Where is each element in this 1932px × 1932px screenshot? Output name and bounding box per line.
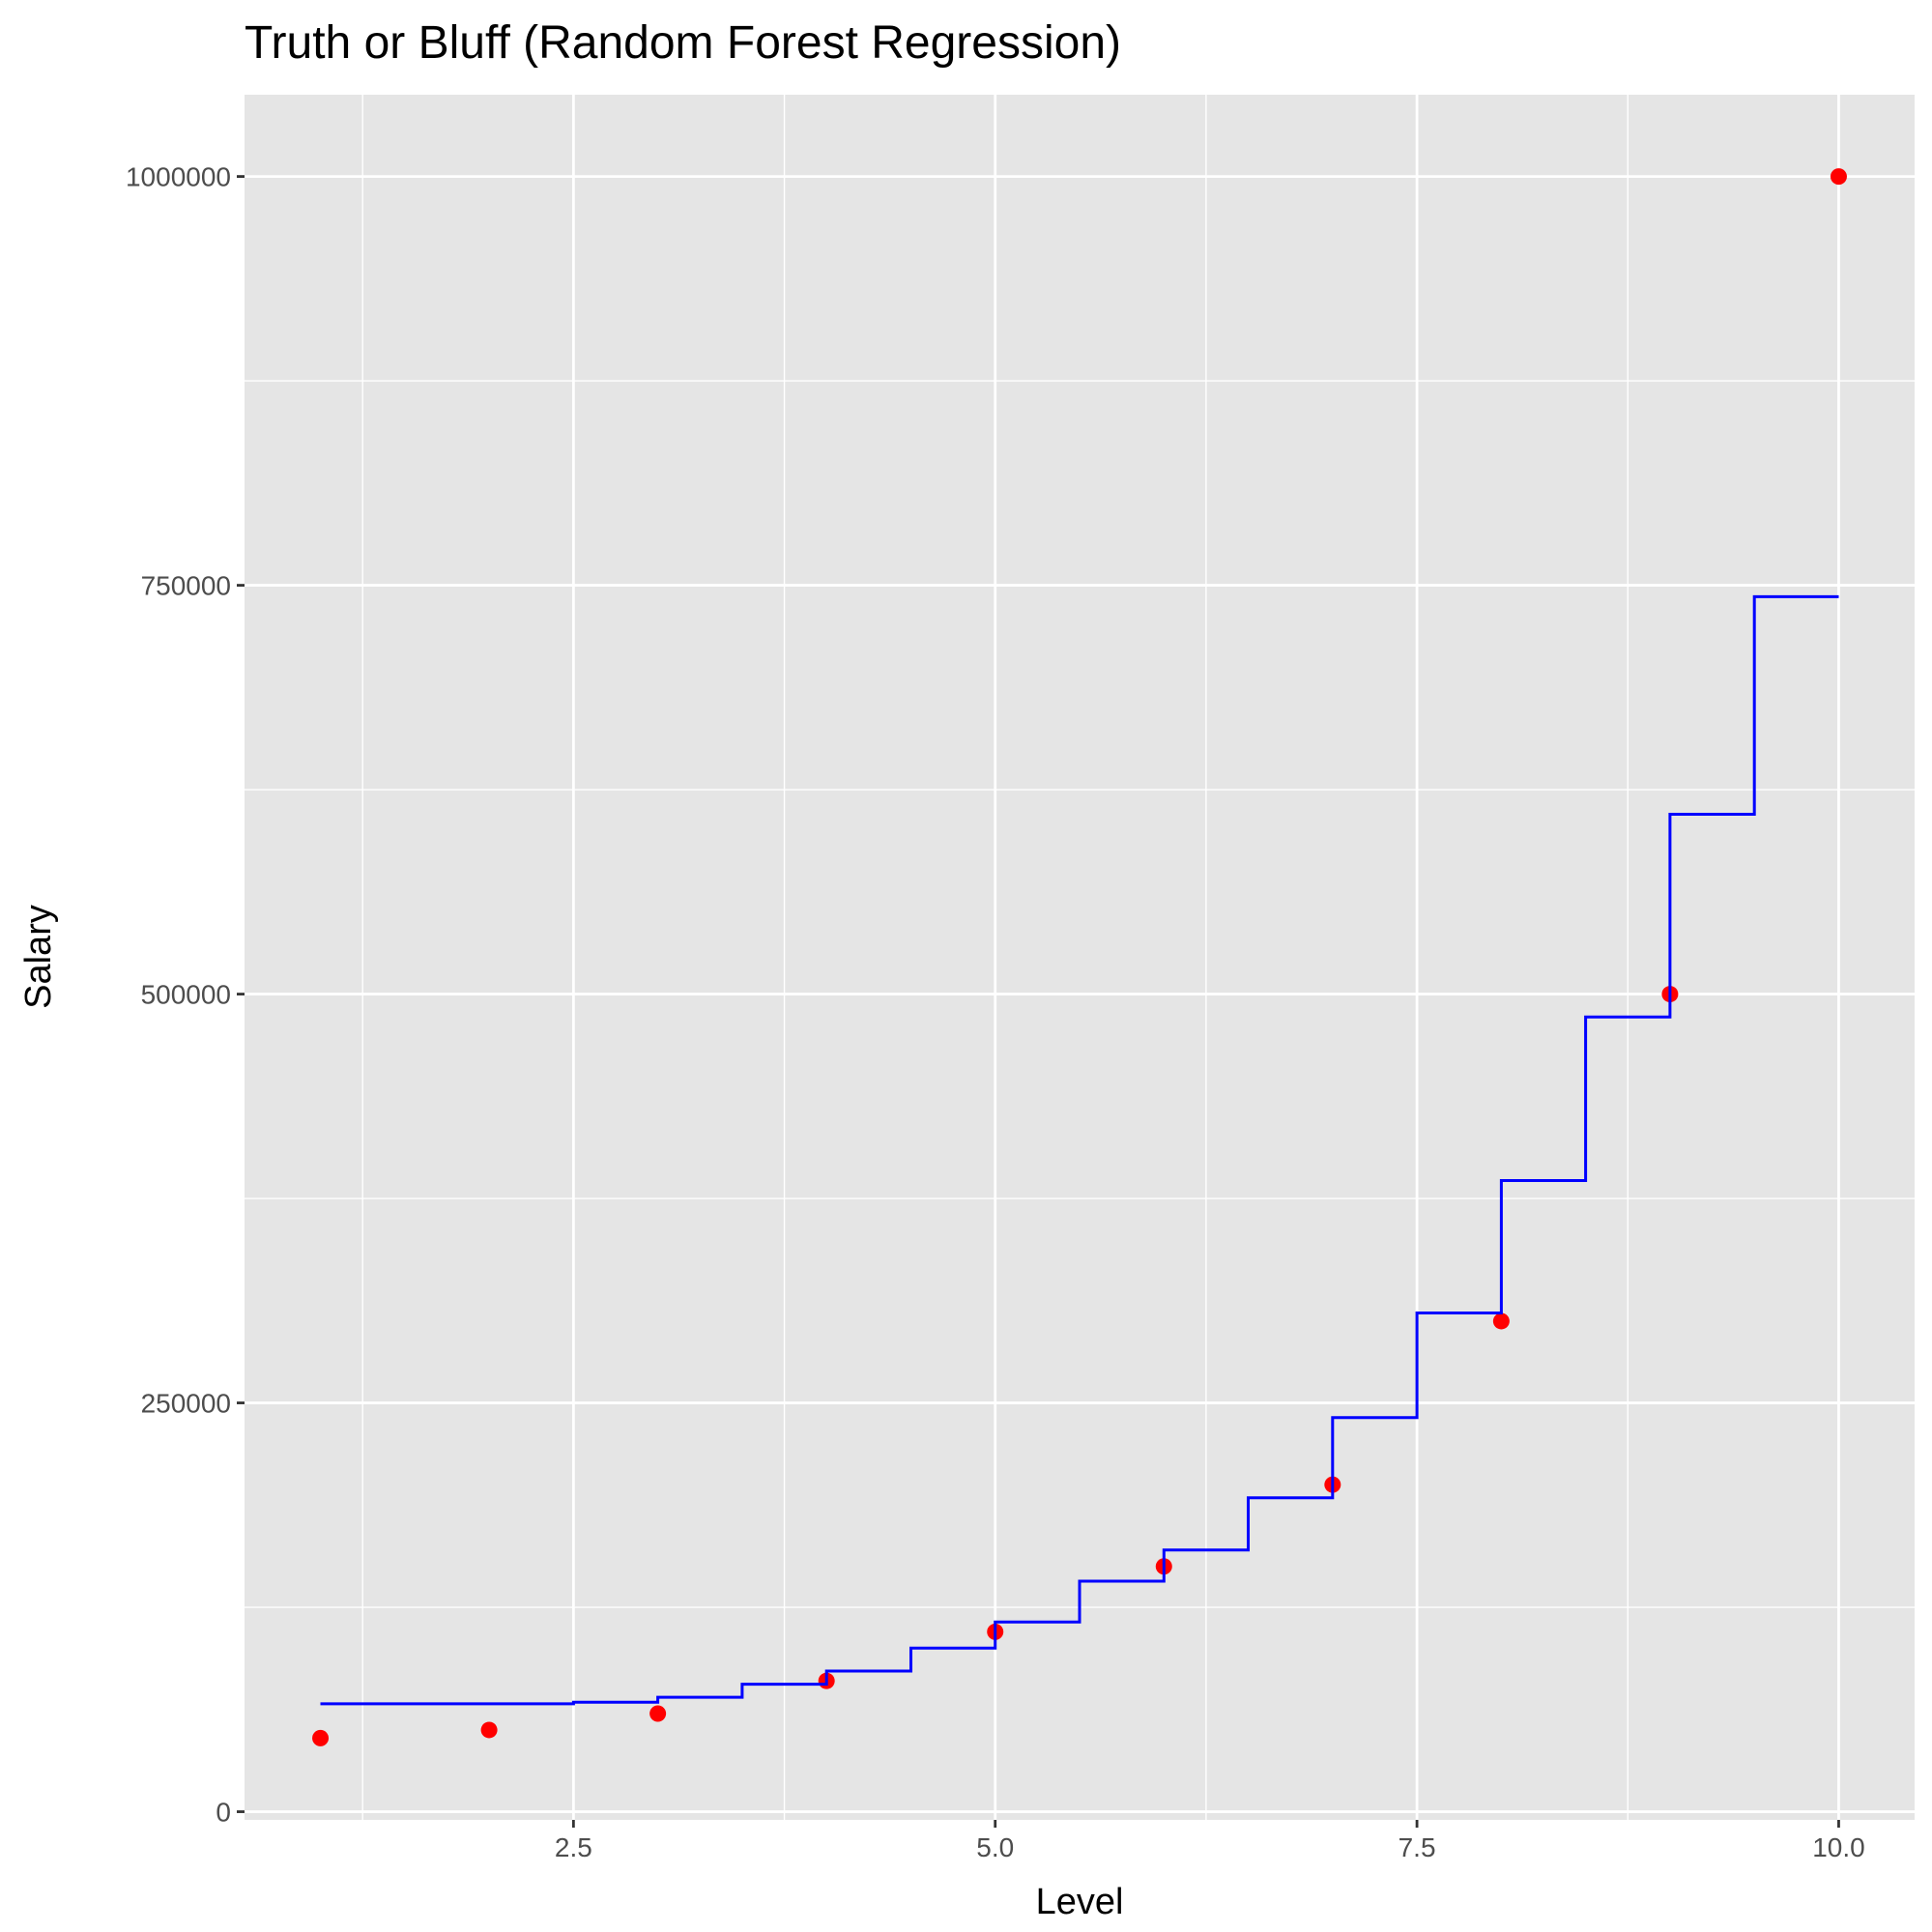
major-grid (245, 95, 1915, 1820)
x-tick-label: 2.5 (555, 1832, 592, 1862)
y-tick-label: 500000 (141, 980, 231, 1010)
y-tick-label: 250000 (141, 1389, 231, 1419)
series-layer (312, 168, 1847, 1746)
data-point (1492, 1312, 1510, 1330)
chart-title: Truth or Bluff (Random Forest Regression… (245, 17, 1121, 69)
plot-background (245, 95, 1915, 1820)
axis-ticks (237, 175, 1840, 1828)
y-tick-label: 1000000 (126, 162, 231, 192)
data-point (649, 1705, 667, 1722)
y-axis-title: Salary (18, 905, 59, 1009)
data-point (312, 1729, 330, 1746)
data-point (1830, 168, 1847, 186)
y-tick-label: 0 (216, 1798, 231, 1828)
x-tick-label: 10.0 (1812, 1832, 1865, 1862)
prediction-step-line (320, 594, 1839, 1706)
y-tick-label: 750000 (141, 571, 231, 601)
x-axis-title: Level (1036, 1882, 1124, 1922)
data-point (480, 1721, 498, 1739)
x-tick-label: 5.0 (976, 1832, 1014, 1862)
x-tick-label: 7.5 (1399, 1832, 1436, 1862)
tick-labels: 2.5 5.0 7.5 10.0 0 250000 500000 750000 1000000 (126, 162, 1865, 1862)
